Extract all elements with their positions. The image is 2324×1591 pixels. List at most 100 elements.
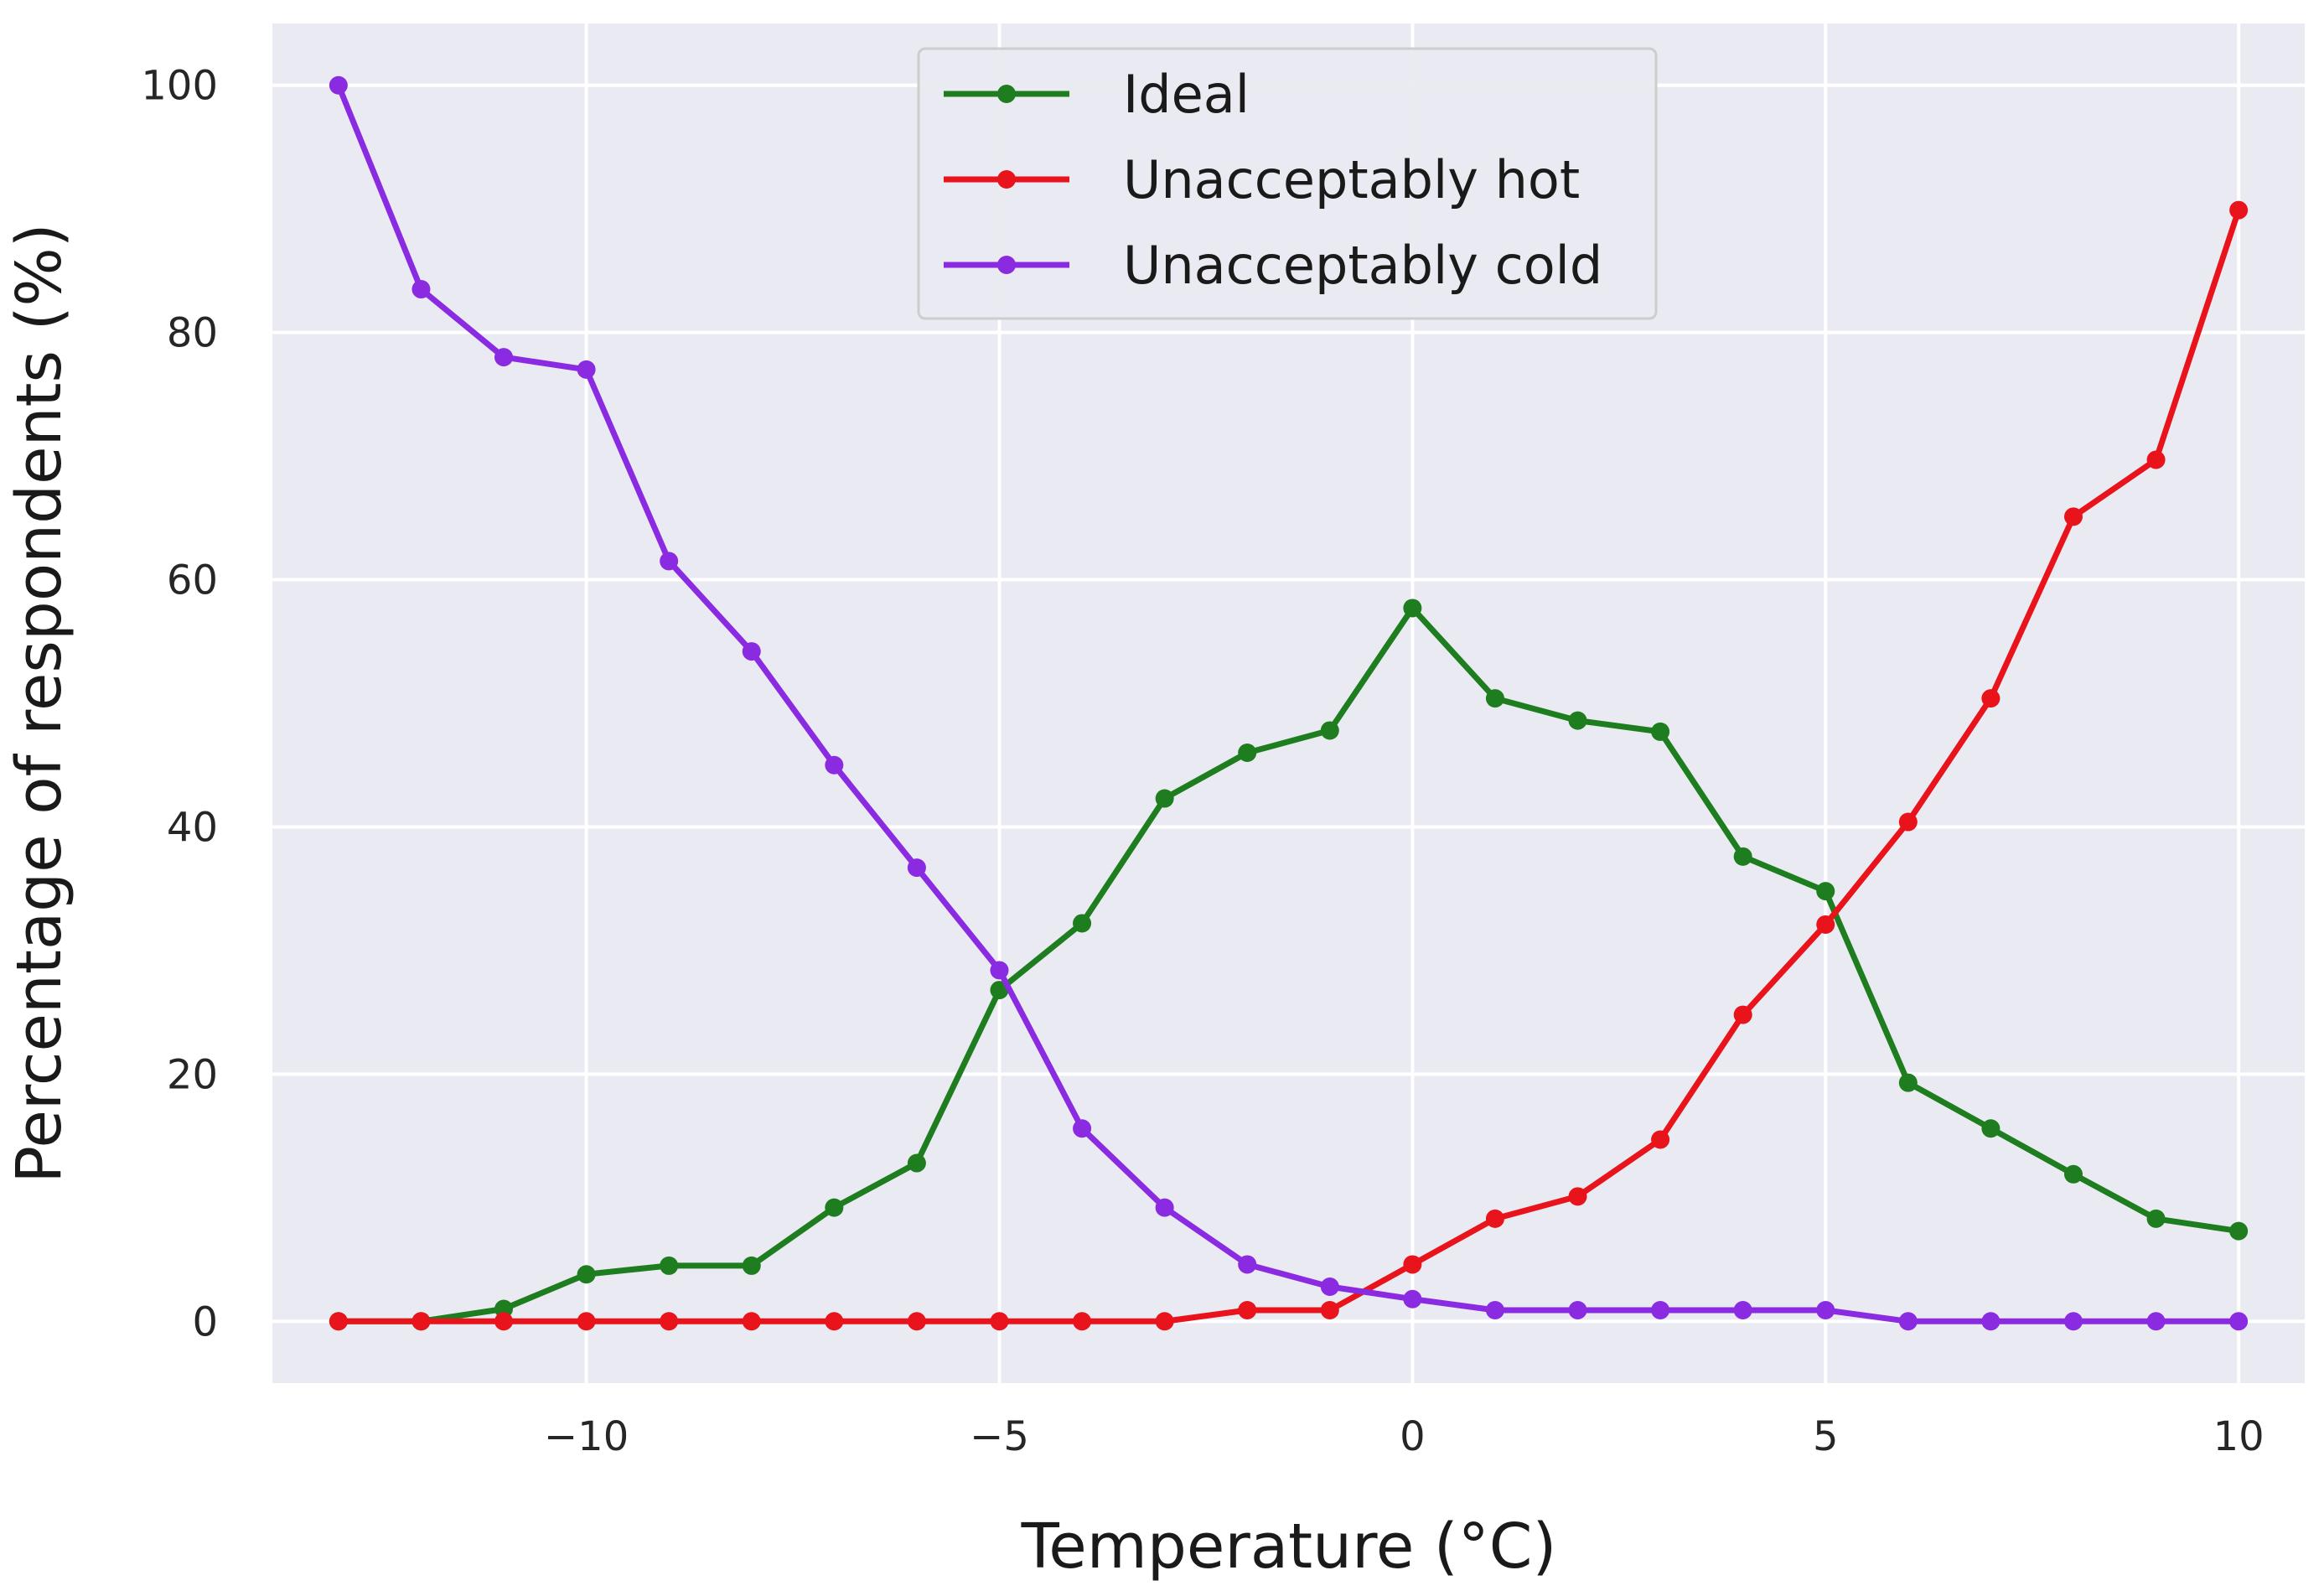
data-point [1238, 1301, 1257, 1320]
data-point [825, 755, 844, 775]
data-point [2063, 1312, 2083, 1331]
data-point [742, 642, 761, 661]
data-point [2229, 1221, 2249, 1241]
data-point [1073, 1312, 1092, 1331]
data-point [990, 1312, 1009, 1331]
data-point [2146, 1209, 2166, 1228]
data-point [907, 1153, 926, 1173]
data-point [1073, 914, 1092, 933]
data-point [742, 1256, 761, 1275]
data-point [2229, 1312, 2249, 1331]
data-point [1898, 812, 1918, 832]
x-tick-label: 0 [1400, 1413, 1426, 1460]
series-layer [329, 75, 2249, 1331]
data-point [1816, 882, 1835, 901]
data-point [577, 1312, 596, 1331]
series-line [338, 605, 2239, 1324]
x-tick-label: 5 [1813, 1413, 1839, 1460]
data-point [1651, 722, 1670, 741]
data-point [990, 961, 1009, 980]
data-point [1155, 1312, 1174, 1331]
data-point [411, 280, 431, 299]
legend-item: Unacceptably hot [944, 149, 1580, 210]
series-unacceptably-cold [329, 75, 2249, 1331]
data-point [1568, 711, 1587, 730]
y-axis-title: Percentage of respondents (%) [3, 223, 75, 1183]
data-point [825, 1312, 844, 1331]
data-point [1651, 1301, 1670, 1320]
data-point [1320, 721, 1339, 740]
data-point [742, 1312, 761, 1331]
data-point [1816, 915, 1835, 934]
data-point [1733, 1301, 1752, 1320]
data-point [1568, 1301, 1587, 1320]
data-point [411, 1312, 431, 1331]
y-tick-label: 0 [192, 1298, 218, 1345]
data-point [825, 1198, 844, 1217]
data-point [1238, 1255, 1257, 1274]
x-tick-label: 10 [2213, 1413, 2264, 1460]
data-point [2063, 1164, 2083, 1184]
data-point [1155, 789, 1174, 808]
data-point [1981, 689, 2001, 708]
data-point [494, 348, 514, 367]
y-tick-label: 20 [167, 1051, 218, 1098]
data-point [1485, 689, 1504, 708]
data-point [1320, 1277, 1339, 1296]
data-point [494, 1312, 514, 1331]
legend-swatch-marker [997, 256, 1016, 274]
legend-swatch-marker [997, 170, 1016, 189]
data-point [1238, 743, 1257, 762]
legend-label: Ideal [1123, 64, 1250, 125]
data-point [660, 552, 679, 571]
data-point [1485, 1301, 1504, 1320]
data-point [329, 75, 348, 95]
data-point [577, 1265, 596, 1284]
legend-swatch-marker [997, 85, 1016, 103]
data-point [1981, 1119, 2001, 1138]
data-point [1403, 1289, 1422, 1309]
data-point [660, 1312, 679, 1331]
series-line [335, 84, 2239, 1324]
data-point [1898, 1312, 1918, 1331]
data-point [1403, 599, 1422, 618]
data-point [1898, 1073, 1918, 1092]
data-point [660, 1256, 679, 1275]
data-point [1403, 1255, 1422, 1274]
data-point [1981, 1312, 2001, 1331]
data-point [1568, 1187, 1587, 1206]
legend: Ideal Unacceptably hot Unacceptably cold [917, 47, 1658, 320]
data-point [2146, 1312, 2166, 1331]
data-point [577, 360, 596, 379]
legend-label: Unacceptably cold [1123, 235, 1602, 296]
data-point [1155, 1198, 1174, 1217]
y-tick-label: 100 [141, 63, 218, 110]
data-point [1651, 1130, 1670, 1149]
series-line [338, 209, 2242, 1324]
legend-item: Ideal [944, 64, 1250, 125]
data-point [1733, 1005, 1752, 1024]
y-tick-label: 40 [167, 804, 218, 851]
data-point [1320, 1301, 1339, 1320]
data-point [2146, 450, 2166, 469]
data-point [1733, 847, 1752, 866]
legend-item: Unacceptably cold [944, 235, 1602, 296]
series-unacceptably-hot [329, 200, 2249, 1331]
legend-label: Unacceptably hot [1123, 149, 1580, 210]
data-point [1073, 1119, 1092, 1138]
y-tick-label: 60 [167, 557, 218, 604]
data-point [2063, 507, 2083, 526]
series-ideal [329, 599, 2249, 1331]
data-point [1816, 1301, 1835, 1320]
data-point [329, 1312, 348, 1331]
data-point [907, 858, 926, 878]
data-point [2229, 200, 2249, 220]
data-point [907, 1312, 926, 1331]
x-axis-title: Temperature (°C) [1021, 1511, 1557, 1583]
legend-box [917, 47, 1658, 320]
data-point [990, 981, 1009, 1000]
x-tick-label: −10 [544, 1413, 629, 1460]
data-point [1485, 1209, 1504, 1228]
